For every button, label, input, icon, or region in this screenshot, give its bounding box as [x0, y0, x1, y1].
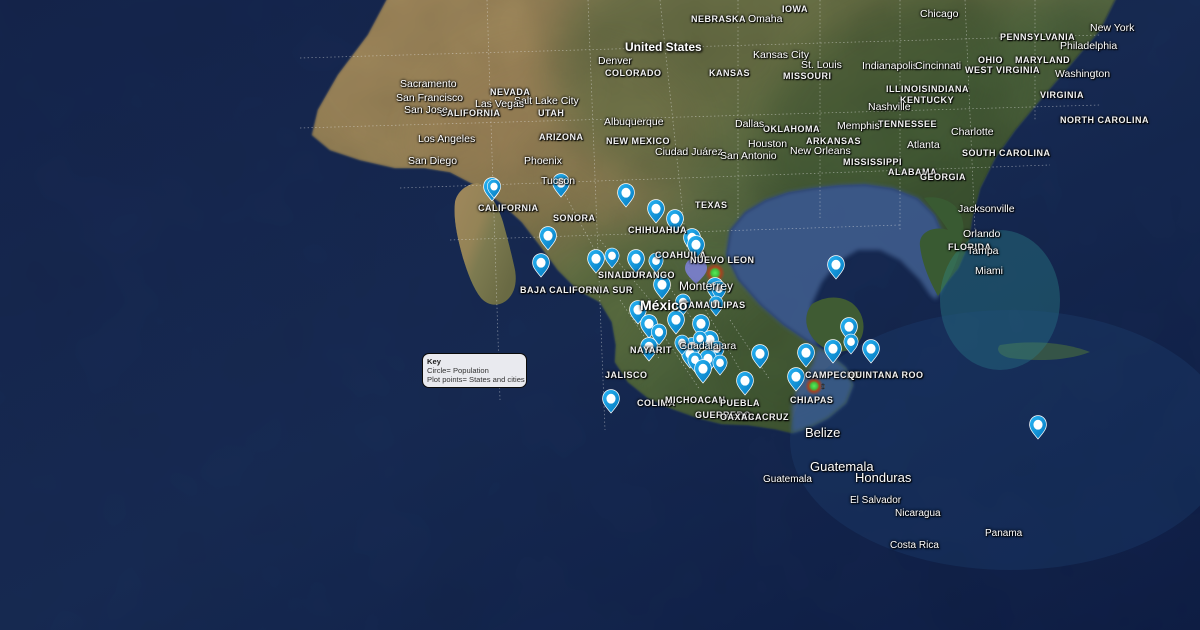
svg-text:0: 0	[821, 384, 825, 391]
